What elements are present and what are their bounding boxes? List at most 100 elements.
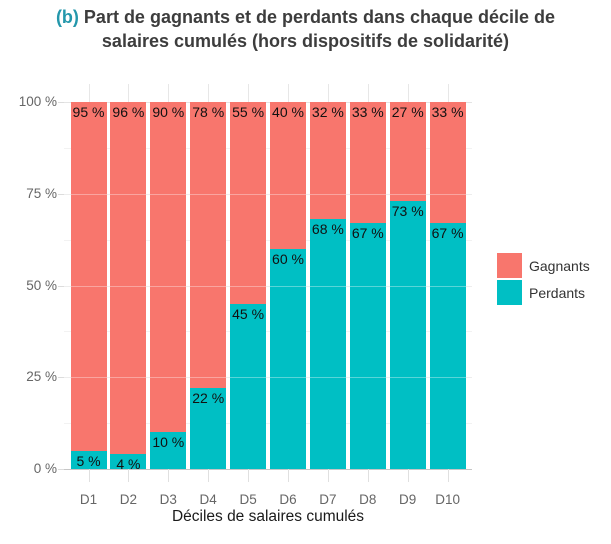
- bar-D7: [309, 102, 346, 469]
- x-tick-label: D10: [435, 492, 460, 507]
- legend-swatch-perdants: [497, 280, 522, 305]
- bar-segment-perdants-D1: [70, 450, 107, 469]
- bar-D10: [429, 102, 466, 469]
- legend-row-gagnants: Gagnants: [497, 253, 590, 278]
- bar-value-perdants-D5: 45 %: [232, 305, 265, 322]
- bar-D3: [150, 102, 187, 469]
- x-axis-tick: [288, 469, 289, 482]
- bar-segment-gagnants-D3: [150, 102, 187, 433]
- bar-value-perdants-D7: 68 %: [311, 221, 344, 238]
- bar-value-gagnants-D3: 90 %: [152, 104, 185, 120]
- bar-segment-perdants-D4: [190, 388, 227, 469]
- legend-row-perdants: Perdants: [497, 280, 590, 305]
- gridline-major: [64, 102, 472, 103]
- bar-segment-gagnants-D6: [270, 102, 306, 249]
- bar-value-perdants-D6: 60 %: [272, 250, 304, 267]
- bar-value-gagnants-D5: 55 %: [232, 104, 265, 120]
- bar-segment-perdants-D9: [389, 201, 426, 469]
- gridline-overlay: [64, 193, 472, 195]
- gridline-minor: [64, 239, 472, 241]
- gridline-major: [64, 377, 472, 379]
- y-tick-label: 50 %: [26, 277, 57, 293]
- y-axis-tick: [58, 102, 64, 103]
- bar-segment-gagnants-D5: [230, 102, 267, 304]
- gridline-overlay: [64, 285, 472, 287]
- gridline-minor: [64, 331, 472, 333]
- gridline-overlay: [64, 377, 472, 379]
- bar-value-gagnants-D1: 95 %: [72, 104, 105, 120]
- y-tick-label: 0 %: [33, 461, 57, 476]
- x-axis-title: Déciles de salaires cumulés: [171, 508, 365, 525]
- bar-segment-gagnants-D9: [389, 102, 426, 202]
- bar-D5: [230, 102, 267, 469]
- gridline-major: [64, 193, 472, 195]
- x-tick-label: D3: [159, 492, 177, 507]
- bar-value-perdants-D3: 10 %: [152, 434, 185, 451]
- bar-segment-perdants-D7: [309, 219, 346, 469]
- x-tick-label: D4: [199, 492, 217, 507]
- bar-value-perdants-D1: 5 %: [76, 452, 101, 469]
- x-tick-label: D2: [119, 492, 138, 507]
- x-tick-label: D9: [399, 492, 417, 507]
- bar-D9: [389, 102, 426, 469]
- chart-title-text: Part de gagnants et de perdants dans cha…: [83, 7, 556, 51]
- bar-value-perdants-D8: 67 %: [351, 225, 384, 242]
- y-axis-tick: [58, 469, 64, 470]
- y-tick-label: 75 %: [26, 185, 57, 201]
- x-tick-label: D1: [79, 492, 98, 507]
- bar-segment-perdants-D2: [110, 454, 147, 469]
- legend-label-perdants: Perdants: [529, 284, 586, 301]
- bar-value-gagnants-D2: 96 %: [112, 104, 145, 120]
- x-axis-tick: [407, 469, 409, 482]
- bar-segment-perdants-D8: [349, 223, 386, 469]
- y-tick-label: 100 %: [18, 94, 57, 109]
- bar-segment-gagnants-D2: [110, 102, 147, 455]
- bar-segment-perdants-D10: [429, 223, 466, 469]
- x-tick-label: D8: [359, 492, 377, 507]
- bar-segment-perdants-D3: [150, 432, 187, 469]
- bar-D2: [110, 102, 147, 469]
- gridline-minor: [64, 147, 472, 149]
- x-axis-tick: [447, 469, 449, 482]
- bar-value-perdants-D4: 22 %: [192, 390, 225, 407]
- bar-segment-perdants-D5: [230, 303, 267, 469]
- chart-title-prefix: (b): [55, 7, 79, 27]
- y-axis-tick: [58, 285, 64, 287]
- x-tick-label: D6: [279, 492, 297, 507]
- x-axis-tick: [88, 469, 90, 482]
- bar-D6: [270, 102, 306, 469]
- bar-segment-perdants-D6: [270, 248, 306, 469]
- legend-swatch-gagnants: [497, 253, 522, 278]
- bar-D4: [190, 102, 227, 469]
- legend: Gagnants Perdants: [497, 253, 590, 307]
- bar-value-gagnants-D9: 27 %: [391, 104, 424, 120]
- chart-title: (b) Part de gagnants et de perdants dans …: [32, 6, 580, 54]
- bar-value-gagnants-D7: 32 %: [311, 104, 344, 120]
- bar-segment-gagnants-D4: [190, 102, 227, 389]
- bar-value-gagnants-D4: 78 %: [192, 104, 225, 120]
- bar-value-gagnants-D10: 33 %: [431, 104, 464, 120]
- y-axis-tick: [58, 193, 64, 195]
- legend-label-gagnants: Gagnants: [529, 257, 590, 274]
- bar-value-perdants-D2: 4 %: [116, 456, 141, 473]
- chart-panel: 95 % 5 % 96 % 4 % 90 % 10 % 78 % 22 % 55 % 45 % 40…: [19, 84, 472, 507]
- x-axis-tick: [168, 469, 170, 482]
- bar-segment-gagnants-D10: [429, 102, 466, 224]
- gridline-major: [64, 285, 472, 287]
- bar-segment-gagnants-D8: [349, 102, 386, 224]
- x-tick-label: D7: [319, 492, 337, 507]
- x-tick-label: D5: [239, 492, 257, 507]
- bar-segment-gagnants-D1: [70, 102, 107, 451]
- x-axis-tick: [248, 469, 250, 482]
- bar-D1: [70, 102, 107, 469]
- bar-value-perdants-D10: 67 %: [431, 225, 464, 242]
- y-axis-tick: [58, 377, 64, 379]
- x-axis-tick: [327, 469, 329, 482]
- bar-D8: [349, 102, 386, 469]
- bar-value-perdants-D9: 73 %: [391, 203, 424, 220]
- x-axis-tick: [367, 469, 369, 482]
- bar-value-gagnants-D8: 33 %: [351, 104, 384, 120]
- bar-segment-gagnants-D7: [309, 102, 346, 220]
- bar-value-gagnants-D6: 40 %: [272, 104, 304, 120]
